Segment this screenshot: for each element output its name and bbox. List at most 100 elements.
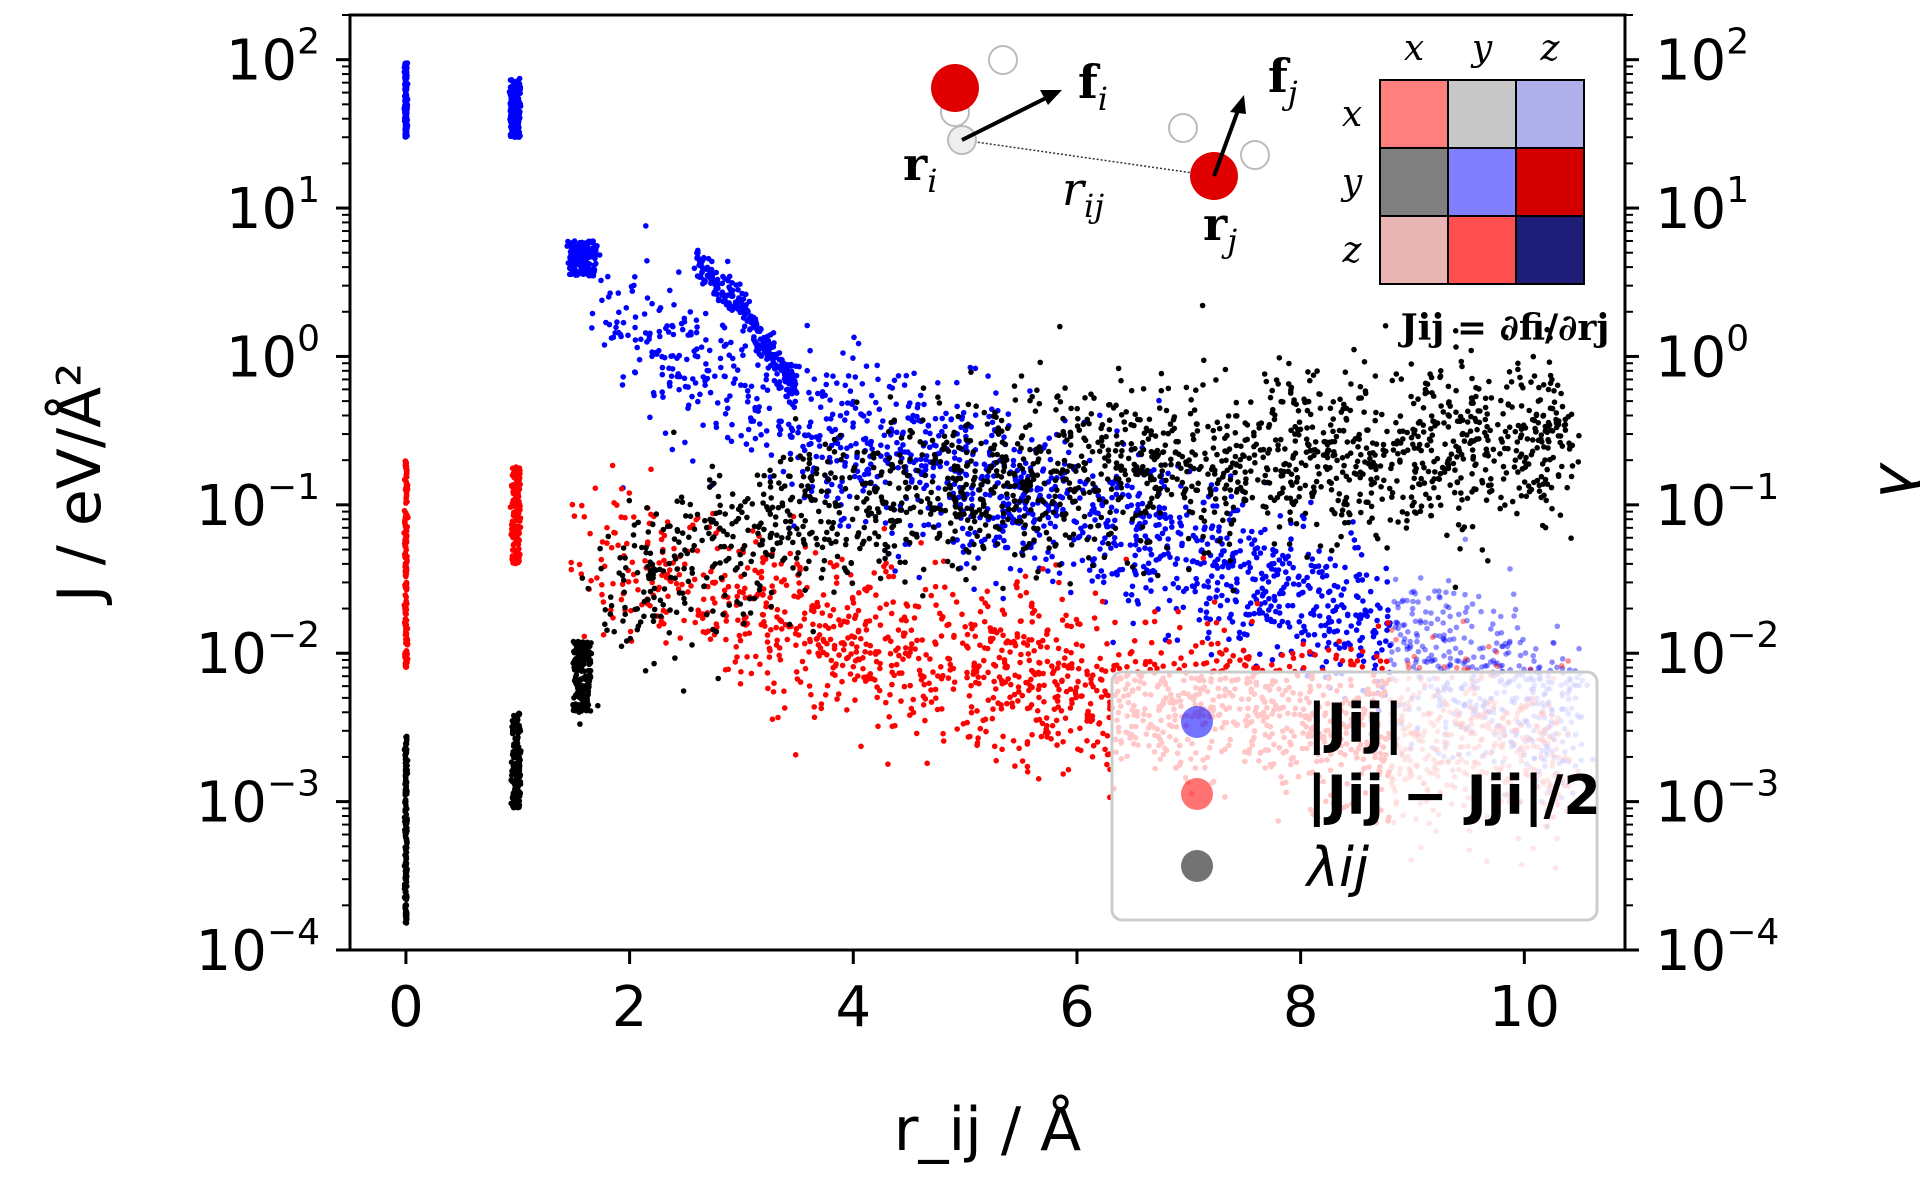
data-point <box>968 704 975 710</box>
data-point <box>1471 654 1477 660</box>
data-point <box>1034 708 1041 714</box>
data-point <box>927 430 933 437</box>
data-point <box>1261 545 1267 551</box>
data-point <box>993 629 1000 636</box>
data-point <box>1211 599 1218 605</box>
data-point <box>650 389 657 396</box>
data-point <box>878 424 884 430</box>
data-point <box>1286 663 1293 670</box>
data-point <box>894 429 900 436</box>
data-point <box>1342 564 1348 571</box>
data-point <box>632 274 638 280</box>
data-point <box>982 491 989 498</box>
data-point <box>850 420 856 426</box>
data-point <box>811 704 817 710</box>
data-point <box>1228 611 1234 618</box>
data-point <box>1409 611 1415 617</box>
data-point <box>1098 568 1105 574</box>
data-point <box>942 584 948 590</box>
data-point <box>1492 647 1498 654</box>
data-point <box>724 434 731 441</box>
data-point <box>986 413 992 420</box>
data-point <box>1136 490 1143 497</box>
data-point <box>1295 574 1302 581</box>
data-point <box>928 687 934 693</box>
data-point <box>1024 769 1031 775</box>
data-point <box>402 529 409 536</box>
data-point <box>981 674 987 681</box>
data-point <box>865 471 872 477</box>
data-point <box>1285 619 1291 626</box>
data-point <box>1475 593 1482 600</box>
data-point <box>1416 664 1423 671</box>
data-point <box>887 691 893 698</box>
data-point <box>1154 533 1161 540</box>
data-point <box>663 325 669 332</box>
data-point <box>830 606 837 613</box>
data-point <box>508 107 515 113</box>
data-point <box>968 496 975 502</box>
data-point <box>1201 559 1207 566</box>
data-point <box>1428 620 1434 627</box>
data-point <box>1336 618 1342 624</box>
data-point <box>1214 587 1220 593</box>
data-point <box>1316 548 1322 554</box>
data-point <box>920 702 927 708</box>
data-point <box>703 337 709 343</box>
data-point <box>726 273 733 280</box>
data-point <box>807 636 813 643</box>
data-point <box>1537 664 1543 670</box>
data-point <box>851 334 857 341</box>
data-point <box>579 502 585 509</box>
data-point <box>1152 608 1158 615</box>
data-point <box>1447 655 1454 662</box>
data-point <box>596 252 603 258</box>
data-point <box>1236 634 1242 641</box>
data-point <box>1270 546 1276 553</box>
data-point <box>852 473 858 480</box>
data-point <box>808 691 814 698</box>
data-point <box>891 672 897 679</box>
data-point <box>1463 656 1469 662</box>
data-point <box>1249 528 1255 535</box>
data-point <box>823 381 829 388</box>
data-point <box>850 355 856 361</box>
data-point <box>1576 645 1582 652</box>
data-point <box>1031 607 1038 614</box>
data-point <box>742 382 748 389</box>
data-point <box>1200 555 1207 561</box>
data-point <box>774 637 780 644</box>
data-point <box>893 661 900 668</box>
data-point <box>758 432 764 438</box>
data-point <box>1013 582 1019 588</box>
data-point <box>656 560 662 566</box>
data-point <box>402 781 408 787</box>
data-point <box>764 632 771 638</box>
data-point <box>671 302 677 308</box>
data-point <box>402 115 408 121</box>
data-point <box>1049 670 1056 677</box>
data-point <box>1410 598 1416 605</box>
data-point <box>1094 663 1100 670</box>
data-point <box>1417 617 1424 624</box>
data-point <box>892 722 898 729</box>
data-point <box>943 410 949 417</box>
data-point <box>765 685 771 692</box>
data-point <box>1075 665 1082 672</box>
data-point <box>1041 699 1047 705</box>
data-point <box>840 350 846 356</box>
data-point <box>1109 494 1115 501</box>
data-point <box>715 297 722 304</box>
data-point <box>1413 656 1420 662</box>
data-point <box>1226 636 1232 643</box>
data-point <box>770 330 777 336</box>
data-point <box>608 335 615 341</box>
data-point <box>1041 682 1047 689</box>
data-point <box>631 514 637 520</box>
data-point <box>828 657 835 664</box>
data-point <box>797 679 804 685</box>
data-point <box>402 107 409 113</box>
data-point <box>950 686 957 692</box>
data-point <box>1323 658 1330 665</box>
data-point <box>972 633 978 640</box>
